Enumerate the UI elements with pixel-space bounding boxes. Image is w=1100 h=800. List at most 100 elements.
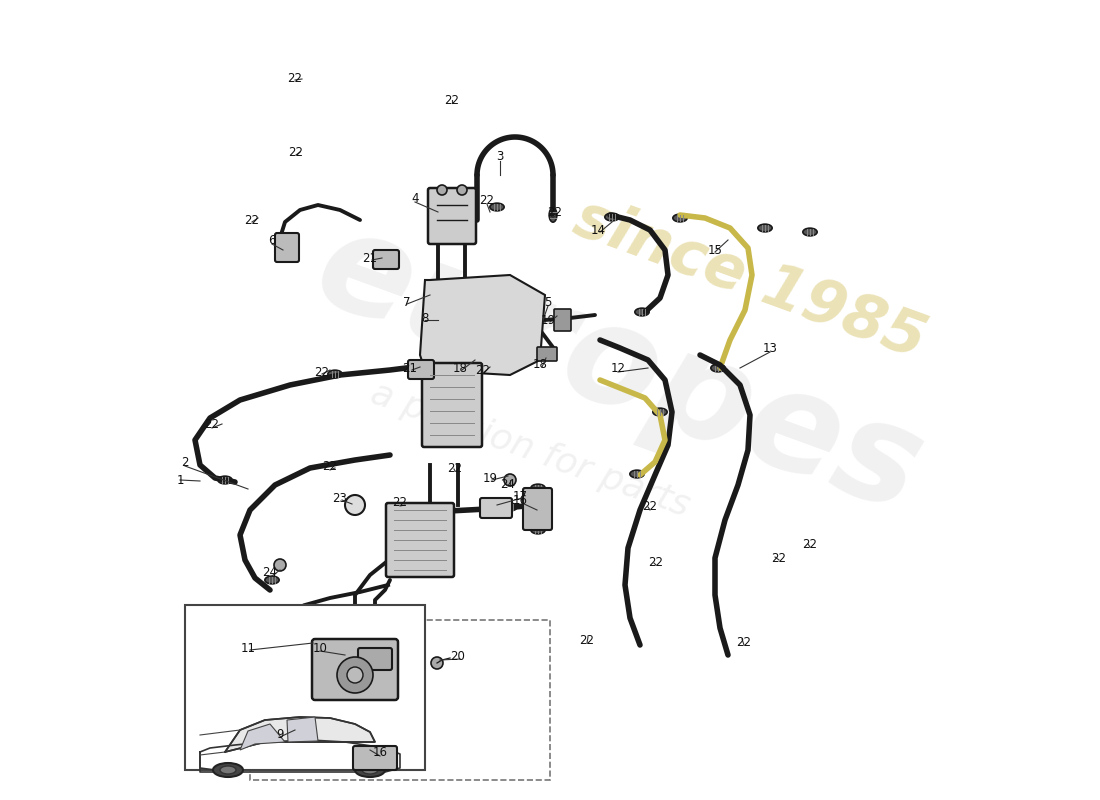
Ellipse shape	[328, 370, 342, 378]
Text: 15: 15	[707, 243, 723, 257]
Text: 1: 1	[176, 474, 184, 486]
Polygon shape	[420, 275, 544, 375]
FancyBboxPatch shape	[422, 363, 482, 447]
Ellipse shape	[431, 294, 443, 300]
Text: 22: 22	[322, 461, 338, 474]
Text: 23: 23	[332, 491, 348, 505]
Text: 22: 22	[244, 214, 260, 226]
Text: 22: 22	[475, 363, 491, 377]
Ellipse shape	[213, 763, 243, 777]
Text: 18: 18	[532, 358, 548, 371]
Text: 20: 20	[451, 650, 465, 663]
Text: 22: 22	[737, 635, 751, 649]
Text: 21: 21	[363, 251, 377, 265]
Circle shape	[345, 495, 365, 515]
Ellipse shape	[349, 743, 362, 750]
Ellipse shape	[531, 526, 546, 534]
Text: 22: 22	[444, 94, 460, 106]
Text: 22: 22	[771, 551, 786, 565]
Text: 2: 2	[182, 455, 189, 469]
Text: 16: 16	[513, 494, 528, 506]
Text: 6: 6	[268, 234, 276, 246]
Text: 18: 18	[452, 362, 468, 374]
Text: europes: europes	[299, 198, 940, 542]
Text: 22: 22	[548, 206, 562, 219]
Ellipse shape	[549, 208, 557, 222]
FancyBboxPatch shape	[386, 503, 454, 577]
Circle shape	[337, 657, 373, 693]
Text: 5: 5	[544, 295, 552, 309]
FancyBboxPatch shape	[522, 488, 552, 530]
Ellipse shape	[355, 763, 385, 777]
Text: 12: 12	[610, 362, 626, 374]
Text: 3: 3	[496, 150, 504, 163]
Bar	[185, 605, 425, 770]
Ellipse shape	[531, 484, 546, 492]
Ellipse shape	[652, 408, 667, 416]
Text: 13: 13	[762, 342, 778, 354]
Ellipse shape	[292, 688, 299, 702]
Polygon shape	[287, 717, 318, 742]
Ellipse shape	[362, 766, 378, 774]
FancyBboxPatch shape	[358, 648, 392, 670]
Ellipse shape	[388, 743, 401, 750]
Text: 22: 22	[393, 497, 407, 510]
Text: 14: 14	[591, 223, 605, 237]
Ellipse shape	[218, 476, 232, 484]
Bar	[250, 620, 550, 780]
Text: since 1985: since 1985	[566, 189, 934, 371]
Text: 22: 22	[580, 634, 594, 646]
Ellipse shape	[630, 470, 645, 478]
Polygon shape	[226, 717, 375, 752]
Ellipse shape	[439, 315, 451, 321]
Text: 4: 4	[411, 191, 419, 205]
Text: 8: 8	[421, 311, 429, 325]
FancyBboxPatch shape	[480, 498, 512, 518]
Circle shape	[437, 185, 447, 195]
FancyBboxPatch shape	[408, 360, 435, 379]
Text: 22: 22	[480, 194, 495, 206]
FancyBboxPatch shape	[537, 347, 557, 361]
Text: 7: 7	[404, 295, 410, 309]
Circle shape	[346, 667, 363, 683]
Text: 22: 22	[287, 71, 303, 85]
Ellipse shape	[673, 214, 688, 222]
FancyBboxPatch shape	[428, 188, 476, 244]
Ellipse shape	[361, 690, 368, 704]
Text: 17: 17	[513, 490, 528, 502]
Ellipse shape	[635, 308, 649, 316]
Ellipse shape	[490, 203, 504, 211]
Text: 9: 9	[276, 727, 284, 741]
Polygon shape	[240, 724, 285, 750]
Text: 22: 22	[649, 557, 663, 570]
Text: 22: 22	[448, 462, 462, 474]
Text: 22: 22	[205, 418, 220, 430]
Ellipse shape	[711, 364, 725, 372]
Text: 19: 19	[483, 471, 497, 485]
Text: 19: 19	[540, 314, 556, 326]
Ellipse shape	[503, 503, 517, 511]
Text: 24: 24	[263, 566, 277, 578]
Circle shape	[456, 185, 468, 195]
Text: 21: 21	[403, 362, 418, 374]
Ellipse shape	[758, 224, 772, 232]
Text: 22: 22	[642, 501, 658, 514]
Circle shape	[274, 559, 286, 571]
Ellipse shape	[400, 506, 415, 514]
Text: 16: 16	[373, 746, 387, 758]
Circle shape	[431, 657, 443, 669]
Ellipse shape	[265, 576, 279, 584]
Text: 22: 22	[288, 146, 304, 158]
FancyBboxPatch shape	[373, 250, 399, 269]
Circle shape	[504, 474, 516, 486]
Text: 11: 11	[241, 642, 255, 654]
Text: 10: 10	[312, 642, 328, 654]
Text: 22: 22	[803, 538, 817, 550]
Text: 24: 24	[500, 478, 516, 490]
FancyBboxPatch shape	[275, 233, 299, 262]
FancyBboxPatch shape	[312, 639, 398, 700]
FancyBboxPatch shape	[554, 309, 571, 331]
Ellipse shape	[803, 228, 817, 236]
Ellipse shape	[605, 213, 619, 221]
FancyBboxPatch shape	[353, 746, 397, 770]
